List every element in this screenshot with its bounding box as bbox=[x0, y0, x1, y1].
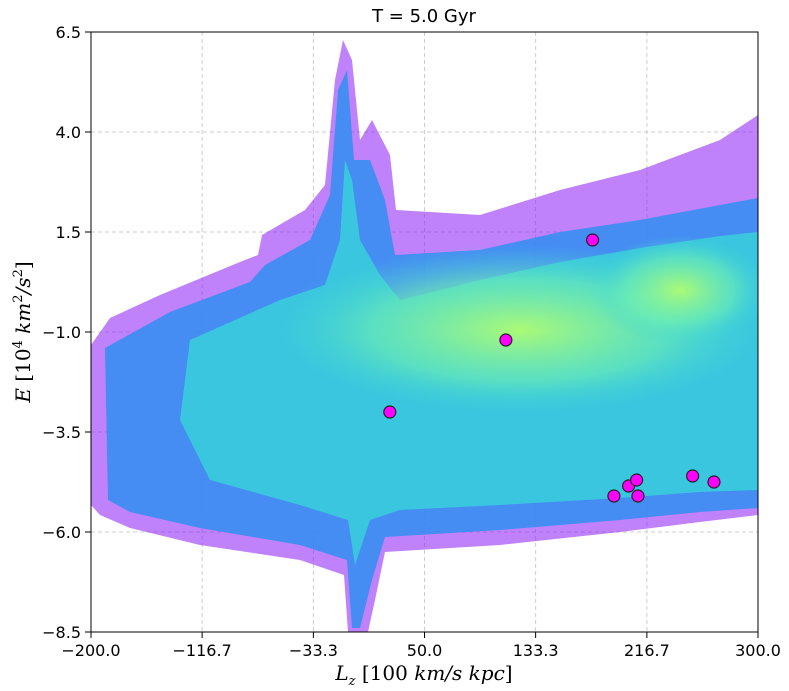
density-histogram bbox=[91, 40, 758, 632]
scatter-point bbox=[630, 473, 644, 487]
density-core-right bbox=[590, 235, 758, 345]
scatter-point bbox=[686, 469, 700, 483]
y-tick-label: 1.5 bbox=[56, 223, 81, 242]
y-axis: 6.5 4.0 1.5 −1.0 −3.5 −6.0 −8.5 bbox=[42, 23, 91, 642]
scatter-point bbox=[499, 333, 513, 347]
y-tick-label: 6.5 bbox=[56, 23, 81, 42]
y-tick-label: −3.5 bbox=[42, 423, 81, 442]
x-tick-label: 300.0 bbox=[735, 641, 781, 660]
x-tick-label: −200.0 bbox=[61, 641, 120, 660]
scatter-point bbox=[585, 233, 600, 247]
x-axis: −200.0 −116.7 −33.3 50.0 133.3 216.7 300.0 bbox=[61, 632, 781, 660]
x-axis-label: Lz [100 km/s kpc] bbox=[334, 661, 512, 689]
scatter-point bbox=[707, 475, 721, 489]
scatter-point bbox=[607, 489, 621, 503]
scatter-points bbox=[383, 233, 721, 503]
y-tick-label: −1.0 bbox=[42, 323, 81, 342]
scatter-point bbox=[631, 489, 645, 503]
scatter-point bbox=[383, 405, 397, 419]
y-tick-label: 4.0 bbox=[56, 123, 81, 142]
x-tick-label: 216.7 bbox=[624, 641, 670, 660]
x-tick-label: 133.3 bbox=[513, 641, 559, 660]
y-tick-label: −6.0 bbox=[42, 523, 81, 542]
x-tick-label: 50.0 bbox=[407, 641, 443, 660]
y-axis-label: E [104 km2/s2] bbox=[11, 261, 35, 403]
chart-title: T = 5.0 Gyr bbox=[371, 6, 476, 27]
y-tick-label: −8.5 bbox=[42, 623, 81, 642]
x-tick-label: −33.3 bbox=[289, 641, 338, 660]
x-tick-label: −116.7 bbox=[173, 641, 232, 660]
